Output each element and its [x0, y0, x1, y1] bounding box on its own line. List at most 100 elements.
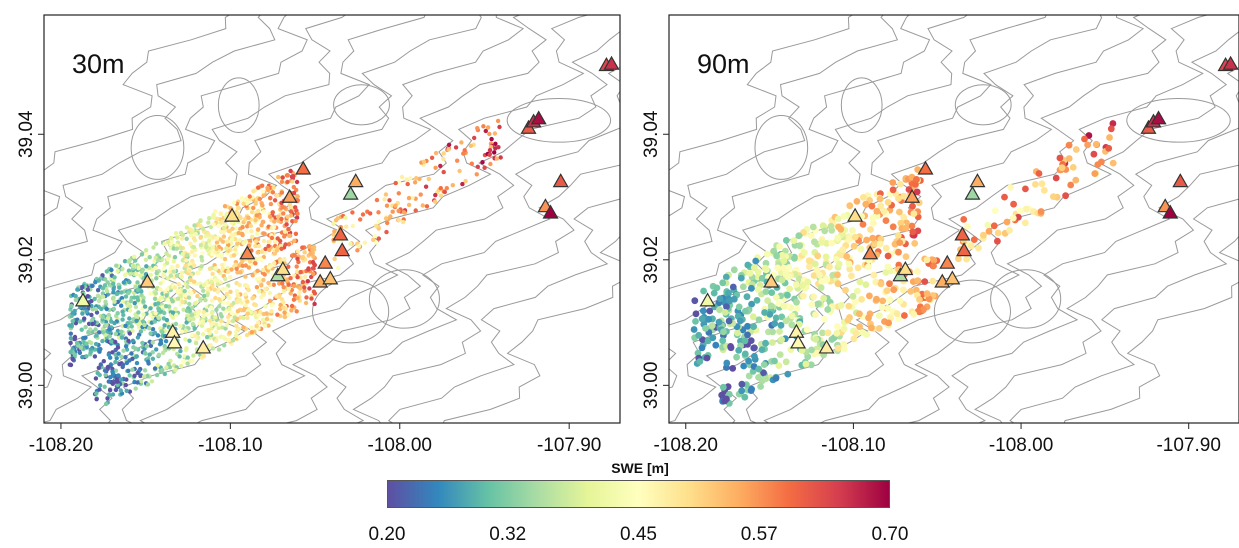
swe-point — [233, 226, 239, 231]
swe-point — [260, 219, 265, 225]
swe-point — [237, 282, 242, 288]
swe-point — [204, 244, 209, 249]
swe-point — [294, 309, 299, 314]
contour-line — [906, 31, 1239, 423]
swe-point — [192, 253, 197, 258]
swe-point — [124, 388, 129, 393]
swe-point — [187, 301, 192, 307]
swe-point — [200, 320, 206, 325]
swe-point — [178, 230, 184, 235]
swe-point — [410, 195, 415, 201]
swe-point — [260, 267, 266, 273]
swe-point — [155, 333, 161, 338]
station-marker — [1172, 173, 1189, 188]
swe-point — [290, 219, 295, 224]
swe-point — [163, 346, 168, 351]
swe-point — [89, 303, 94, 309]
station-marker — [342, 185, 359, 200]
swe-point — [256, 320, 261, 325]
swe-point — [254, 323, 259, 329]
swe-point — [106, 379, 112, 384]
swe-point — [131, 264, 136, 269]
y-tick-label: 39.00 — [641, 362, 662, 410]
swe-point — [782, 237, 790, 244]
swe-point — [459, 140, 464, 145]
swe-point — [154, 276, 159, 281]
swe-point — [376, 236, 381, 241]
contour-line — [44, 15, 308, 290]
swe-point — [776, 328, 783, 335]
swe-point — [884, 305, 892, 312]
swe-point — [376, 219, 381, 224]
swe-point — [170, 310, 176, 315]
swe-point — [289, 308, 294, 313]
swe-point — [1065, 141, 1073, 149]
swe-point — [117, 361, 122, 367]
station-marker — [530, 110, 547, 125]
swe-point — [243, 303, 248, 308]
swe-point — [776, 243, 783, 250]
swe-point — [259, 249, 264, 254]
swe-point — [277, 281, 282, 286]
swe-point — [211, 222, 216, 227]
swe-point — [708, 322, 716, 330]
swe-point — [105, 280, 110, 285]
swe-point — [147, 255, 152, 260]
swe-point — [289, 303, 295, 309]
swe-point — [67, 362, 73, 367]
swe-point — [694, 349, 702, 357]
swe-point — [914, 227, 922, 235]
swe-point — [218, 211, 224, 217]
swe-point — [710, 289, 718, 297]
swe-point — [803, 326, 811, 333]
swe-point — [875, 325, 883, 332]
swe-point — [741, 350, 749, 358]
swe-point — [691, 297, 699, 305]
swe-point — [142, 368, 148, 373]
swe-point — [280, 175, 285, 180]
swe-point — [233, 247, 238, 252]
swe-point — [209, 310, 215, 316]
swe-point — [179, 363, 184, 369]
swe-point — [784, 291, 791, 299]
swe-point — [135, 295, 140, 300]
station-marker — [224, 207, 241, 222]
swe-point — [432, 199, 438, 204]
swe-point — [286, 286, 291, 291]
swe-point — [235, 316, 240, 322]
swe-point — [1006, 227, 1013, 234]
swe-point — [827, 222, 835, 230]
contour-loop — [130, 115, 185, 180]
station-marker — [897, 261, 914, 276]
swe-point — [234, 289, 240, 294]
swe-point — [115, 268, 120, 274]
swe-point — [107, 327, 112, 332]
swe-point — [215, 289, 220, 295]
swe-point — [201, 288, 206, 293]
station-marker — [552, 173, 569, 188]
swe-point — [141, 295, 146, 300]
swe-point — [1021, 219, 1029, 227]
swe-point — [824, 306, 832, 313]
swe-point — [159, 329, 164, 334]
swe-point — [845, 302, 853, 310]
swe-point — [720, 328, 727, 336]
swe-point — [312, 262, 317, 268]
swe-point — [222, 226, 227, 231]
swe-point — [492, 131, 498, 136]
swe-point — [279, 179, 285, 184]
swe-point — [916, 296, 923, 303]
swe-point — [463, 178, 468, 184]
swe-point — [207, 266, 213, 271]
swe-point — [173, 231, 179, 236]
swe-point — [472, 135, 477, 141]
swe-point — [116, 351, 121, 356]
station-marker — [1150, 110, 1167, 125]
swe-point — [210, 251, 215, 257]
swe-point — [261, 292, 267, 297]
swe-point — [143, 257, 149, 262]
swe-point — [719, 337, 727, 345]
swe-point — [221, 229, 226, 235]
swe-point — [111, 295, 116, 300]
swe-point — [1003, 218, 1011, 226]
